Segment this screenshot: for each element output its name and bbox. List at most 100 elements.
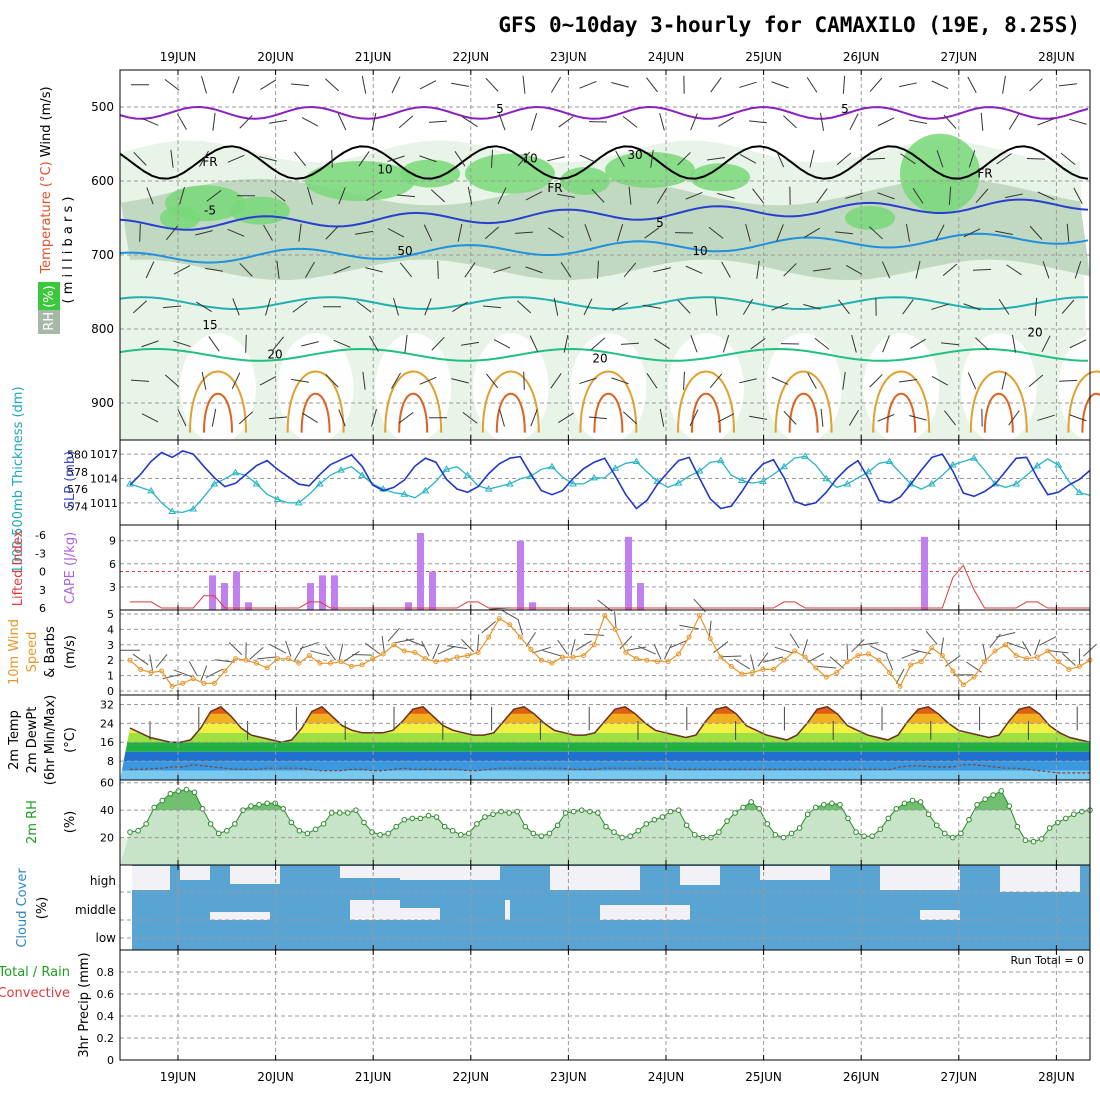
wind-barb: [356, 300, 372, 313]
wind-speed-point: [813, 665, 819, 671]
wind-speed-point: [792, 648, 798, 654]
wind-barb: [361, 75, 367, 94]
wind-barb: [968, 150, 976, 168]
precip-label-part: 3hr Precip (mm): [77, 952, 92, 1057]
wind-barb: [809, 149, 815, 168]
wind-speed-point: [433, 659, 439, 665]
wind-speed-point: [749, 670, 755, 676]
wind-barb-10m: [570, 639, 576, 656]
wind-speed-point: [317, 660, 323, 666]
wind-barb: [195, 230, 213, 236]
temp-band: [120, 751, 1090, 762]
wind-barb: [1034, 297, 1038, 316]
dewpoint-line: [130, 764, 1090, 774]
wind-barb-10m: [750, 654, 755, 671]
wind-speed-point: [939, 653, 945, 659]
wind-barb: [387, 155, 405, 163]
wind-barb: [268, 416, 288, 420]
wind-barb: [771, 376, 789, 385]
wind-speed-point: [243, 657, 249, 663]
wind-barb: [464, 262, 476, 278]
wind-barb: [653, 267, 671, 273]
precip-convective-label: Convective: [0, 986, 70, 1001]
wind-barb: [877, 117, 895, 127]
rh-point: [409, 815, 416, 822]
rh-point: [740, 804, 746, 811]
wind-barb: [1074, 261, 1082, 279]
wind-barb: [301, 117, 319, 127]
thickness-marker: [695, 467, 704, 474]
wind-barb-10m: [789, 633, 800, 649]
wind-barb: [936, 150, 944, 168]
wind-speed-point: [549, 660, 555, 666]
wind-barb: [869, 374, 883, 388]
wind-barb: [1041, 335, 1051, 353]
wind-speed-point: [190, 676, 196, 682]
wind-barb-10m: [1062, 653, 1076, 666]
wind-speed-point: [1045, 648, 1051, 654]
wind-barb: [942, 263, 958, 276]
cape-bar: [429, 571, 436, 610]
thickness-marker: [463, 471, 472, 478]
wind-barb-10m: [816, 665, 837, 669]
wind-barb-10m: [721, 655, 742, 658]
wind-barb-10m: [421, 641, 430, 657]
cloud-cover-label: Cloud Cover: [15, 868, 30, 948]
isotherm-15: [119, 296, 1088, 311]
wind-barb: [133, 151, 147, 166]
day-label-bottom: 26JUN: [843, 1070, 880, 1084]
wind-barb-10m: [285, 640, 292, 657]
wind-barb: [848, 409, 860, 426]
cape-bar: [637, 583, 644, 610]
rh-point: [490, 811, 496, 818]
thickness-marker: [294, 498, 303, 506]
wind-speed-point: [159, 668, 165, 674]
rh-point: [385, 830, 391, 837]
wind-barb-10m: [437, 645, 456, 655]
rh-point: [425, 812, 432, 819]
wind-tick-label: 0: [107, 685, 114, 698]
wind-barb: [935, 224, 945, 242]
lifted-tick-label: -3: [35, 547, 46, 560]
wind-barb: [905, 223, 911, 242]
wind-barb: [560, 262, 572, 278]
wind-speed-point: [422, 656, 428, 662]
wind-barb: [814, 337, 830, 350]
contour-label: 50: [397, 244, 412, 258]
rh-point: [224, 827, 230, 834]
wind-barb: [931, 303, 949, 310]
wind-barb-10m: [343, 650, 360, 662]
wind-barb: [783, 263, 797, 277]
thickness-marker: [548, 462, 556, 470]
thickness-marker: [822, 474, 831, 482]
wind-barb-10m: [637, 645, 656, 655]
wind-barb: [141, 340, 159, 348]
wind-barb-10m: [249, 646, 264, 660]
temp-line: [129, 705, 1091, 743]
contour-label: 20: [1027, 325, 1042, 339]
rh-point: [288, 819, 295, 826]
wind-speed-point: [982, 659, 988, 665]
dry-plume: [375, 333, 452, 444]
wind-speed-point: [496, 616, 502, 622]
wind-barb: [616, 224, 624, 242]
thickness-label: 1000-500mb Thickness (dm): [11, 386, 26, 573]
wind-barb: [484, 226, 500, 240]
wind-barb: [485, 373, 499, 389]
rh-point: [401, 816, 408, 823]
rh-label: RH (%): [42, 285, 57, 330]
contour-label: 20: [592, 351, 607, 365]
temp-band: [120, 706, 1090, 714]
rh-point: [1006, 803, 1013, 809]
temp-band: [120, 732, 1090, 743]
rh-point: [982, 796, 988, 802]
pressure-tick-label: 500: [91, 100, 114, 114]
wind-barb-10m: [940, 637, 945, 654]
wind-barb: [231, 372, 241, 390]
wind-barb: [516, 300, 532, 314]
day-label-bottom: 23JUN: [550, 1070, 587, 1084]
wind-barb: [164, 78, 180, 91]
rh-point: [151, 804, 158, 811]
wind-barb-10m: [173, 669, 192, 678]
rh-point: [215, 830, 222, 837]
